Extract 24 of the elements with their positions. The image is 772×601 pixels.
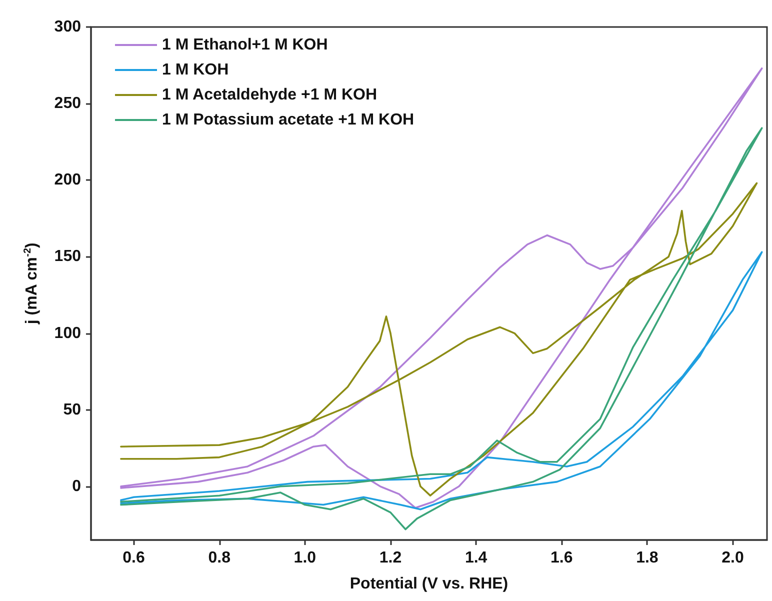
legend-label: 1 M Acetaldehyde +1 M KOH — [162, 86, 378, 104]
y-tick-label: 200 — [54, 172, 82, 189]
x-axis-title: Potential (V vs. RHE) — [350, 576, 508, 592]
x-tick-label: 1.4 — [464, 550, 488, 566]
y-tick-label: 100 — [54, 324, 82, 342]
y-tick-label: 50 — [63, 401, 82, 418]
legend-label: 1 M Potassium acetate +1 M KOH — [162, 112, 414, 128]
line-series — [120, 251, 763, 510]
line-series — [120, 182, 758, 496]
x-tick-label: 1.6 — [550, 550, 573, 566]
x-tick-label: 0.8 — [208, 550, 231, 566]
line-series — [120, 127, 763, 530]
x-tick-label: 0.6 — [122, 550, 146, 566]
x-tick-label: 1.0 — [294, 550, 316, 566]
y-tick-label: 300 — [54, 18, 82, 36]
y-tick-label: 250 — [54, 95, 82, 112]
y-tick-label: 150 — [54, 248, 82, 266]
x-tick-label: 2.0 — [722, 550, 744, 566]
y-tick-label: 0 — [72, 478, 82, 495]
x-tick-label: 1.8 — [636, 550, 658, 566]
legend-label: 1 M KOH — [162, 62, 229, 78]
y-axis-title: j (mA cm-2) — [22, 242, 40, 326]
legend-label: 1 M Ethanol+1 M KOH — [162, 36, 328, 54]
x-tick-label: 1.2 — [379, 550, 402, 566]
